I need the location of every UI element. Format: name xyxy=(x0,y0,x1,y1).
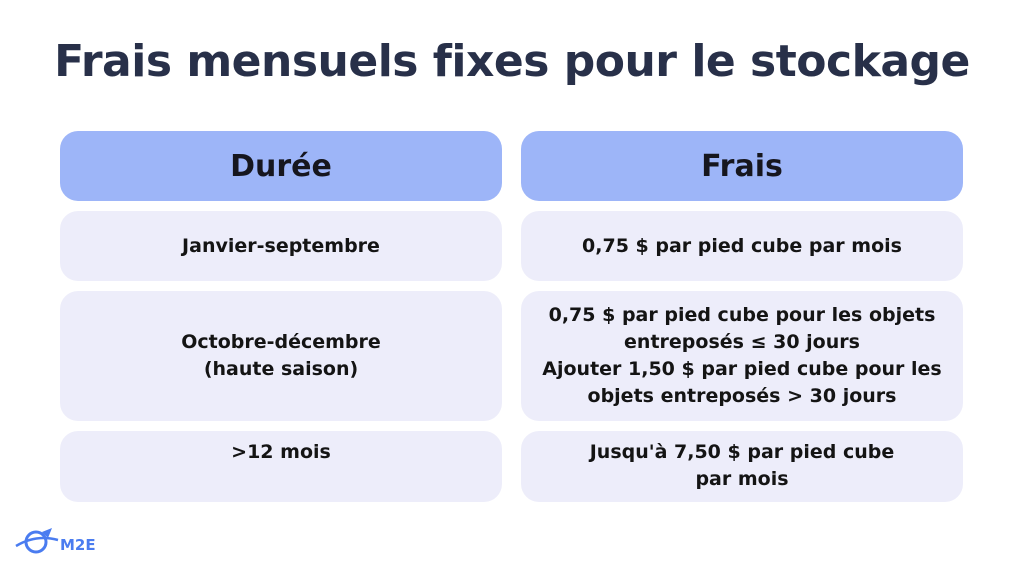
table-cell: 0,75 $ par pied cube par mois xyxy=(521,211,963,281)
cell-line: (haute saison) xyxy=(203,358,359,380)
cell-line: objets entreposés > 30 jours xyxy=(587,385,897,407)
logo-text: M2E xyxy=(60,536,96,554)
header-cell: Durée xyxy=(60,131,502,201)
table-cell: Jusqu'à 7,50 $ par pied cube par mois xyxy=(521,431,963,502)
cell-line: 0,75 $ par pied cube pour les objets xyxy=(548,304,936,326)
cell-line: 0,75 $ par pied cube par mois xyxy=(582,234,902,257)
title: Frais mensuels fixes pour le stockage xyxy=(54,36,970,87)
logo-planet xyxy=(24,530,48,554)
cell-line: par mois xyxy=(695,468,789,490)
cell-line: Octobre-décembre xyxy=(181,331,381,353)
table-cell: 0,75 $ par pied cube pour les objets entr… xyxy=(521,291,963,421)
logo: M2E xyxy=(15,528,96,554)
logo-ring xyxy=(15,536,59,548)
table-cell: Octobre-décembre (haute saison) xyxy=(60,291,502,421)
cell-line: entreposés ≤ 30 jours xyxy=(624,331,860,353)
table-cell: Janvier-septembre xyxy=(60,211,502,281)
cell-line: Ajouter 1,50 $ par pied cube pour les xyxy=(542,358,942,380)
cell-line: >12 mois xyxy=(231,441,331,463)
table-cell: >12 mois xyxy=(60,431,502,502)
cell-line: Janvier-septembre xyxy=(182,234,380,257)
cell-line: Jusqu'à 7,50 $ par pied cube xyxy=(589,441,895,463)
header-cell: Frais xyxy=(521,131,963,201)
logo-rocket xyxy=(42,528,52,538)
